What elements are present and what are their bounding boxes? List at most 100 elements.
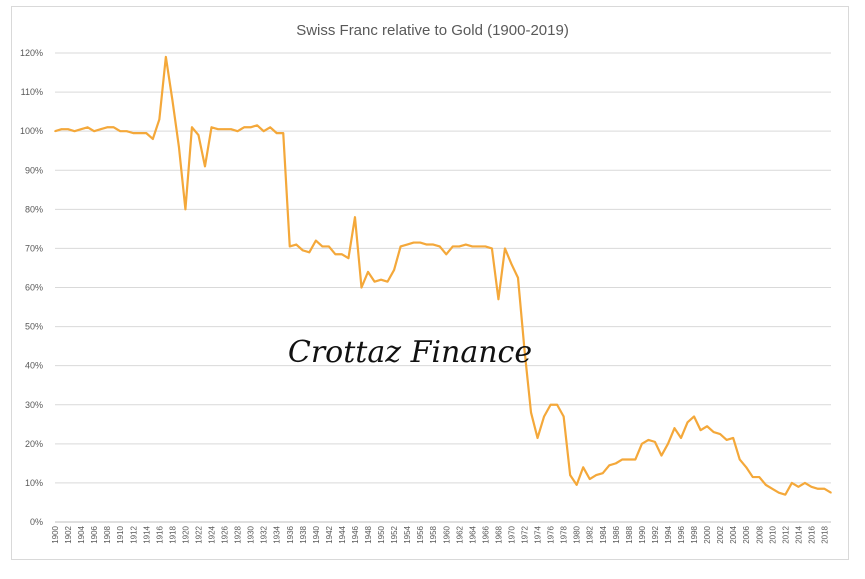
- data-point: [601, 472, 604, 474]
- y-tick-label: 120%: [20, 48, 43, 58]
- x-tick-label: 1916: [155, 525, 164, 543]
- x-tick-label: 1906: [90, 525, 99, 543]
- data-point: [608, 464, 611, 467]
- data-point: [830, 491, 832, 494]
- x-tick-label: 1942: [325, 525, 334, 543]
- x-tick-label: 1974: [534, 525, 543, 543]
- data-point: [797, 486, 800, 488]
- data-point: [823, 487, 826, 490]
- x-tick-label: 2018: [820, 525, 829, 543]
- data-point: [738, 458, 741, 461]
- data-point: [99, 128, 102, 131]
- data-point: [458, 245, 461, 248]
- data-point: [556, 403, 558, 406]
- data-point: [432, 243, 435, 246]
- data-point: [791, 482, 793, 484]
- x-tick-label: 1980: [573, 525, 582, 543]
- data-point: [138, 132, 141, 134]
- data-point: [615, 462, 617, 465]
- data-point: [562, 415, 565, 418]
- x-tick-label: 1990: [638, 525, 647, 543]
- data-point: [536, 437, 539, 439]
- data-point: [184, 208, 187, 211]
- y-tick-label: 10%: [25, 478, 43, 488]
- x-tick-label: 1934: [273, 525, 282, 543]
- data-point: [732, 437, 734, 439]
- x-tick-label: 1938: [299, 525, 308, 543]
- data-point: [80, 128, 82, 131]
- data-point: [191, 126, 193, 129]
- x-tick-label: 1998: [690, 525, 699, 543]
- data-point: [282, 132, 285, 134]
- x-tick-label: 1978: [560, 525, 569, 543]
- data-point: [256, 124, 258, 127]
- x-tick-label: 1968: [494, 525, 503, 543]
- x-tick-label: 1956: [416, 525, 425, 543]
- data-point: [171, 99, 174, 101]
- data-point: [582, 466, 584, 469]
- y-tick-label: 50%: [25, 322, 43, 332]
- data-point: [367, 271, 369, 273]
- y-tick-label: 0%: [30, 517, 43, 527]
- data-point: [451, 245, 454, 248]
- data-point: [621, 458, 624, 461]
- data-point: [575, 484, 578, 486]
- x-tick-label: 1904: [77, 525, 86, 543]
- data-point: [693, 415, 695, 418]
- data-point: [412, 241, 415, 244]
- x-tick-label: 2004: [729, 525, 738, 543]
- data-point: [484, 245, 487, 248]
- data-point: [810, 486, 813, 488]
- x-tick-label: 1964: [468, 525, 477, 543]
- data-point: [380, 278, 382, 281]
- series-line: [54, 55, 832, 496]
- x-tick-label: 1912: [129, 525, 138, 543]
- x-tick-label: 1950: [377, 525, 386, 543]
- data-point: [686, 421, 689, 424]
- data-point: [419, 241, 421, 244]
- data-point: [588, 478, 591, 480]
- data-point: [295, 243, 298, 246]
- data-point: [804, 482, 806, 484]
- y-tick-label: 30%: [25, 400, 43, 410]
- data-point: [132, 132, 135, 134]
- data-point: [106, 126, 108, 129]
- x-tick-label: 1948: [364, 525, 373, 543]
- data-point: [595, 474, 598, 476]
- data-point: [243, 126, 245, 129]
- y-tick-label: 70%: [25, 243, 43, 253]
- x-tick-label: 1996: [677, 525, 686, 543]
- data-point: [628, 458, 630, 461]
- x-tick-label: 1930: [247, 525, 256, 543]
- x-tick-label: 1910: [116, 525, 125, 543]
- x-tick-label: 2010: [768, 525, 777, 543]
- data-point: [497, 298, 500, 301]
- x-tick-label: 1936: [286, 525, 295, 543]
- x-tick-label: 1960: [442, 525, 451, 543]
- chart-title: Swiss Franc relative to Gold (1900-2019): [296, 22, 569, 39]
- x-tick-label: 2012: [781, 525, 790, 543]
- data-point: [569, 474, 571, 476]
- x-tick-label: 1958: [429, 525, 438, 543]
- data-point: [119, 130, 122, 132]
- data-point: [745, 466, 748, 469]
- data-point: [660, 454, 663, 457]
- x-tick-label: 1972: [521, 525, 530, 543]
- x-tick-label: 1988: [625, 525, 634, 543]
- data-point: [725, 439, 728, 441]
- x-tick-label: 1976: [547, 525, 556, 543]
- data-point: [543, 415, 545, 418]
- x-tick-label: 2014: [794, 525, 803, 543]
- data-point: [67, 128, 69, 131]
- data-point: [406, 243, 408, 246]
- data-point: [517, 276, 519, 279]
- watermark-text: Crottaz Finance: [288, 335, 532, 370]
- data-point: [347, 257, 350, 259]
- x-tick-label: 1962: [455, 525, 464, 543]
- data-point: [549, 403, 552, 406]
- data-point: [54, 130, 56, 132]
- data-point: [236, 130, 239, 132]
- x-tick-label: 1982: [586, 525, 595, 543]
- data-point: [230, 128, 232, 131]
